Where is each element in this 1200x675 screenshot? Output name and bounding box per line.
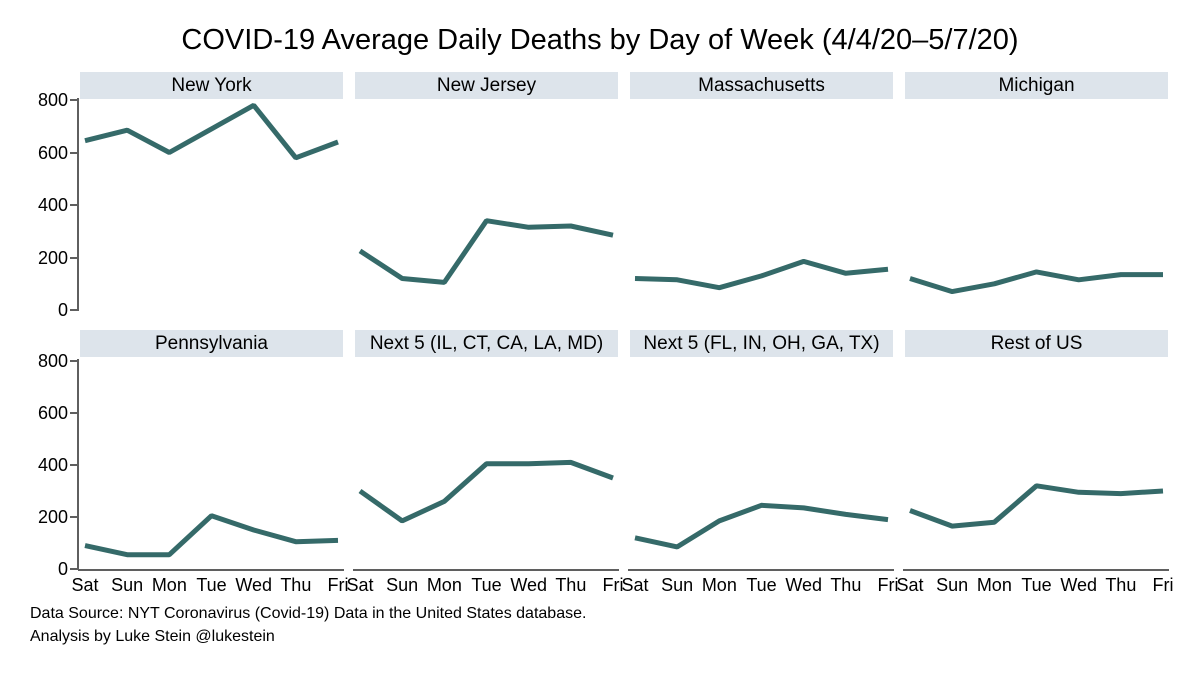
x-tick-label: Sat (621, 575, 649, 595)
y-tick-label: 600 (37, 403, 68, 423)
panel-header-michigan: Michigan (905, 72, 1168, 99)
panel-header-next-5-il-ct-ca-la-md: Next 5 (IL, CT, CA, LA, MD) (355, 330, 618, 357)
x-tick-label: Sat (896, 575, 924, 595)
x-tick-label: Fri (1152, 575, 1174, 595)
y-tick-mark (70, 464, 78, 466)
caption: Data Source: NYT Coronavirus (Covid-19) … (30, 602, 586, 648)
series-line (84, 513, 339, 558)
x-tick-label: Wed (785, 575, 822, 595)
y-tick-mark (70, 204, 78, 206)
y-tick-label: 200 (37, 247, 68, 268)
x-tick-label: Tue (471, 575, 502, 595)
y-tick-mark (70, 412, 78, 414)
x-tick-label: Fri (602, 575, 624, 595)
y-tick-mark (70, 151, 78, 154)
trend-line-next-5-il-ct-ca-la-md (358, 459, 614, 524)
series-line (84, 103, 339, 161)
x-tick-label: Thu (830, 575, 862, 595)
x-tick-label: Fri (877, 575, 899, 595)
trend-line-pennsylvania (84, 513, 339, 558)
y-tick-label: 0 (57, 300, 68, 320)
series-line (358, 459, 614, 524)
x-tick-label: Tue (746, 575, 777, 595)
series-line (634, 502, 889, 550)
x-axis-line (78, 569, 344, 571)
panel-header-next-5-fl-in-oh-ga-tx: Next 5 (FL, IN, OH, GA, TX) (630, 330, 893, 357)
x-tick-label: Sun (661, 575, 694, 595)
x-axis-line (628, 569, 894, 571)
caption-analysis-credit: Analysis by Luke Stein @lukestein (30, 628, 275, 645)
x-tick-label: Sun (111, 575, 144, 595)
series-line (909, 483, 1164, 529)
panel-header-new-york: New York (80, 72, 343, 99)
x-tick-label: Tue (1021, 575, 1052, 595)
y-tick-mark (70, 516, 78, 518)
series-line (634, 258, 889, 291)
panel-header-pennsylvania: Pennsylvania (80, 330, 343, 357)
x-tick-label: Mon (426, 575, 462, 595)
trend-line-next-5-fl-in-oh-ga-tx (634, 502, 889, 550)
series-line (909, 269, 1163, 295)
x-tick-label: Sun (936, 575, 969, 595)
y-tick-label: 400 (37, 455, 68, 475)
y-tick-mark (70, 568, 78, 570)
x-tick-label: Sat (71, 575, 99, 595)
y-tick-label: 800 (37, 90, 68, 110)
x-tick-label: Mon (151, 575, 187, 595)
y-tick-label: 0 (57, 559, 68, 579)
trend-line-new-jersey (358, 218, 614, 285)
x-tick-label: Mon (976, 575, 1012, 595)
x-tick-label: Wed (510, 575, 547, 595)
y-tick-label: 400 (37, 195, 68, 215)
panel-header-new-jersey: New Jersey (355, 72, 618, 99)
y-axis-line (77, 359, 79, 570)
trend-line-new-york (84, 103, 339, 161)
x-tick-label: Thu (280, 575, 312, 595)
series-line (358, 218, 614, 285)
x-tick-label: Wed (1060, 575, 1097, 595)
x-tick-label: Mon (701, 575, 737, 595)
chart-title: COVID-19 Average Daily Deaths by Day of … (181, 24, 1019, 56)
y-tick-mark (70, 99, 78, 101)
trend-line-michigan (909, 269, 1163, 295)
trend-line-massachusetts (634, 258, 889, 291)
x-tick-label: Tue (196, 575, 227, 595)
x-axis-line (903, 569, 1169, 571)
x-tick-label: Fri (327, 575, 349, 595)
y-tick-label: 200 (37, 507, 68, 527)
y-tick-mark (70, 256, 78, 259)
panel-header-massachusetts: Massachusetts (630, 72, 893, 99)
panel-header-rest-of-us: Rest of US (905, 330, 1168, 357)
x-tick-label: Wed (235, 575, 272, 595)
trend-line-rest-of-us (909, 483, 1164, 529)
x-tick-label: Thu (555, 575, 587, 595)
x-tick-label: Sat (346, 575, 374, 595)
y-axis-line (77, 98, 79, 311)
y-tick-label: 800 (37, 351, 68, 371)
y-tick-mark (70, 360, 78, 362)
y-tick-label: 600 (37, 142, 68, 163)
y-tick-mark (70, 309, 78, 311)
x-tick-label: Thu (1105, 575, 1137, 595)
x-axis-line (353, 569, 619, 571)
caption-data-source: Data Source: NYT Coronavirus (Covid-19) … (30, 605, 587, 622)
x-tick-label: Sun (386, 575, 419, 595)
